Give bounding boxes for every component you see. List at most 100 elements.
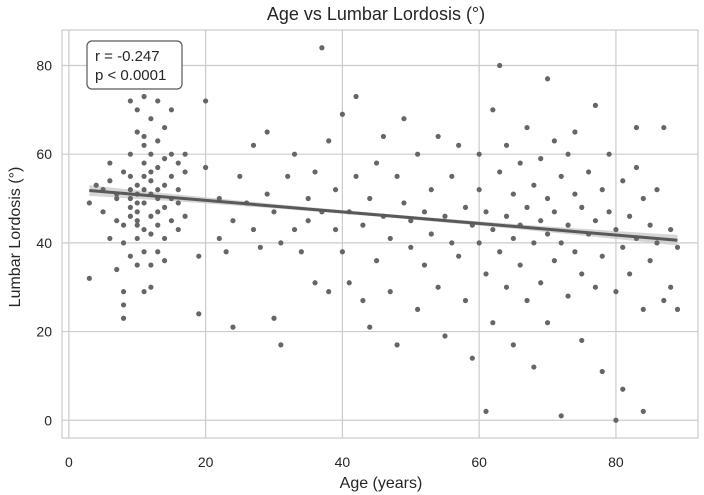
data-point [524,297,530,304]
data-point [449,173,455,179]
data-point [640,306,646,312]
annotation-r-value: r = -0.247 [95,48,160,65]
data-point [196,311,202,317]
data-point [510,191,516,197]
data-point [291,226,298,233]
data-point [257,244,263,250]
data-point [497,249,503,255]
data-point [620,244,626,250]
data-point [161,204,168,210]
data-point [127,253,133,259]
data-point [168,107,175,113]
data-point [640,195,646,202]
data-point [291,151,298,157]
data-point [120,302,127,308]
data-point [196,253,202,259]
data-point [613,289,619,295]
data-point [148,151,154,157]
data-point [572,129,578,135]
data-point [161,258,168,264]
data-point [490,107,496,113]
data-point [373,258,380,264]
data-point [203,98,209,104]
data-point [155,209,161,215]
data-point [647,258,653,264]
data-point [148,169,154,175]
y-tick-label: 40 [36,235,52,251]
points-layer [86,45,681,423]
data-point [647,222,653,228]
x-tick-label: 60 [471,454,487,470]
data-point [141,93,147,100]
data-point [462,204,469,210]
data-point [127,187,133,193]
data-point [668,226,674,233]
data-point [606,209,612,215]
data-point [175,187,181,193]
data-point [674,244,681,250]
data-point [127,204,133,210]
data-point [120,222,127,228]
data-point [490,226,496,233]
data-point [668,284,674,290]
y-tick-label: 0 [44,412,52,428]
data-point [127,151,133,157]
data-point [367,324,373,330]
data-point [134,262,140,268]
data-point [483,271,489,277]
data-point [627,213,633,219]
data-point [408,218,414,224]
data-point [120,289,127,295]
data-point [353,93,359,100]
data-point [394,173,400,179]
data-point [558,173,564,179]
x-tick-label: 40 [335,454,351,470]
data-point [141,187,147,193]
data-point [633,124,640,131]
data-point [298,249,304,255]
data-point [565,151,571,157]
data-point [599,187,605,193]
data-point [394,342,400,348]
data-point [339,249,345,255]
x-tick-label: 0 [65,454,73,470]
data-point [230,218,236,224]
data-point [551,209,557,215]
data-point [592,284,599,290]
data-point [134,235,140,242]
data-point [415,306,421,312]
data-point [476,187,482,193]
data-point [305,218,311,224]
grid-lines [62,30,698,438]
data-point [161,156,168,162]
data-point [415,151,421,157]
data-point [510,342,516,348]
data-point [613,226,619,233]
data-point [86,275,92,281]
data-point [155,222,161,228]
data-point [93,182,99,188]
data-point [360,297,366,304]
data-point [161,124,168,131]
data-point [134,209,140,215]
regression-line-layer [89,189,678,242]
data-point [490,320,496,326]
data-point [141,173,147,179]
data-point [223,249,229,255]
data-point [134,200,140,206]
regression-line [89,189,678,242]
data-point [531,182,537,188]
data-point [476,151,482,157]
data-point [558,240,564,246]
data-point [387,235,393,242]
annotation-p-value: p < 0.0001 [95,67,166,84]
data-point [326,289,332,295]
data-point [353,173,359,179]
data-point [503,142,510,148]
data-point [107,235,113,242]
data-point [640,408,646,414]
data-point [155,164,161,171]
data-point [503,213,510,219]
data-point [250,226,257,233]
